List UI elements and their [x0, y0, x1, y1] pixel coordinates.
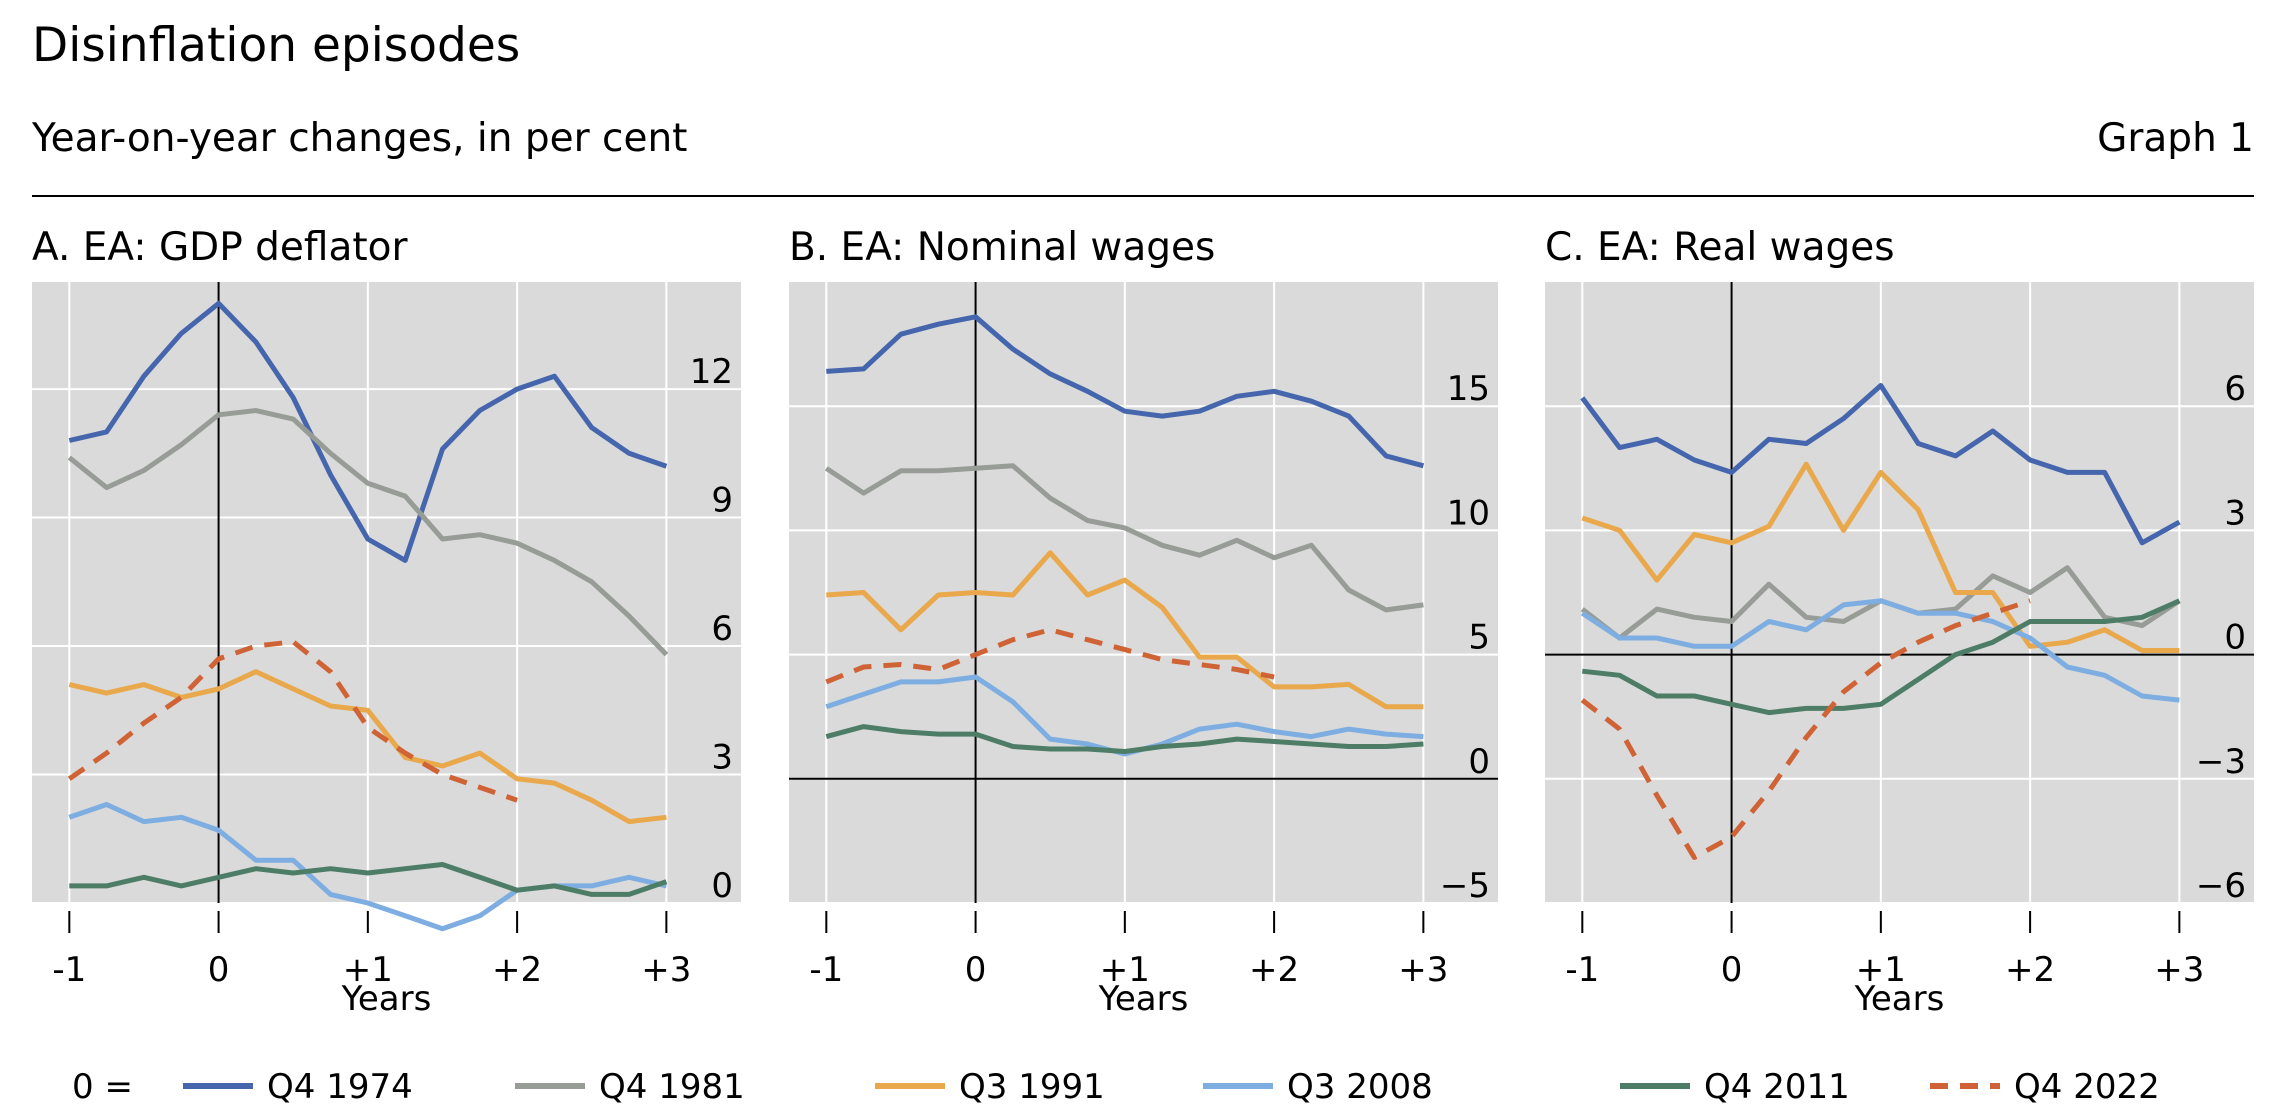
legend-label: Q3 1991 [959, 1067, 1105, 1107]
series-line-q4-1974 [826, 314, 1425, 469]
x-tick-label: +1 [1856, 950, 1906, 990]
x-tick-label: -1 [1565, 950, 1599, 990]
x-axis-title: Years [1854, 979, 1945, 1019]
x-tick-label: +2 [492, 950, 542, 990]
x-tick-label: +3 [641, 950, 691, 990]
legend-label: Q4 2022 [2014, 1067, 2160, 1107]
series-line-q3-1991 [1581, 461, 2180, 653]
panel-title: C. EA: Real wages [1545, 225, 1895, 270]
x-tick-label: +3 [2154, 950, 2204, 990]
y-tick-label: 3 [711, 738, 733, 778]
x-tick-label: 0 [1721, 950, 1743, 990]
panel-title: B. EA: Nominal wages [789, 225, 1215, 270]
series-line-q4-1974 [68, 300, 668, 563]
y-tick-label: −6 [2196, 866, 2246, 906]
panel-a: A. EA: GDP deflator 0 3 6 9 12 -1 0 +1 +2 +3 Years [32, 225, 741, 1019]
y-tick-label: 0 [711, 866, 733, 906]
x-tick-label: 0 [965, 950, 987, 990]
series-line-q3-1991 [826, 550, 1424, 710]
series-line-q3-1991 [68, 669, 667, 825]
series-line-q4-2022 [67, 639, 518, 803]
legend-label: Q4 1974 [267, 1067, 413, 1107]
x-tick-label: 0 [208, 950, 230, 990]
y-tick-label: 15 [1447, 369, 1490, 409]
series-line-q3-2008 [1580, 598, 2180, 703]
series-line-q4-1974 [1580, 383, 2181, 546]
x-tick-label: +1 [343, 950, 393, 990]
y-tick-label: 3 [2224, 493, 2246, 533]
y-tick-label: 6 [711, 609, 733, 649]
page-subtitle: Year-on-year changes, in per cent [32, 116, 688, 161]
series-line-q4-2011 [69, 862, 668, 897]
series-line-q4-2011 [825, 724, 1424, 754]
legend: 0 = Q4 1974 Q4 1981 Q3 1991 Q3 2008 Q4 2011 Q4… [72, 1067, 2160, 1107]
x-tick-label: +3 [1398, 950, 1448, 990]
legend-prefix: 0 = [72, 1067, 133, 1107]
x-tick-label: -1 [52, 950, 86, 990]
x-tick-label: +2 [1249, 950, 1299, 990]
legend-label: Q3 2008 [1287, 1067, 1433, 1107]
series-line-q4-1981 [67, 408, 669, 657]
y-tick-label: 0 [1468, 742, 1490, 782]
x-tick-label: -1 [809, 950, 843, 990]
series-line-q3-2008 [68, 802, 667, 932]
y-tick-label: 6 [2224, 369, 2246, 409]
panel-title: A. EA: GDP deflator [32, 225, 408, 270]
plot-background [1545, 282, 2254, 903]
x-axis-title: Years [341, 979, 432, 1019]
legend-label: Q4 1981 [599, 1067, 745, 1107]
y-tick-label: −3 [2196, 742, 2246, 782]
header-rule [32, 195, 2254, 197]
y-tick-label: 5 [1468, 618, 1490, 658]
graph-label: Graph 1 [2097, 116, 2254, 161]
series-line-q4-2022 [825, 627, 1275, 685]
panel-c: C. EA: Real wages −6 −3 0 3 6 -1 0 +1 +2 +3 Years [1545, 225, 2254, 1019]
y-tick-label: 10 [1447, 493, 1490, 533]
x-tick-label: +1 [1100, 950, 1150, 990]
plot-background [32, 282, 741, 903]
x-axis-title: Years [1098, 979, 1189, 1019]
y-tick-label: 0 [2224, 618, 2246, 658]
series-line-q4-2011 [1582, 598, 2181, 716]
y-tick-label: 12 [690, 352, 733, 392]
y-tick-label: −5 [1440, 866, 1490, 906]
page-title: Disinflation episodes [32, 18, 521, 73]
panel-b: B. EA: Nominal wages −5 0 5 10 15 -1 0 +1 +2 +3 Yea… [789, 225, 1498, 1019]
x-tick-label: +2 [2005, 950, 2055, 990]
y-tick-label: 9 [711, 481, 733, 521]
series-line-q4-2022 [1580, 598, 2031, 860]
series-line-q4-1981 [824, 463, 1424, 613]
legend-label: Q4 2011 [1704, 1067, 1850, 1107]
